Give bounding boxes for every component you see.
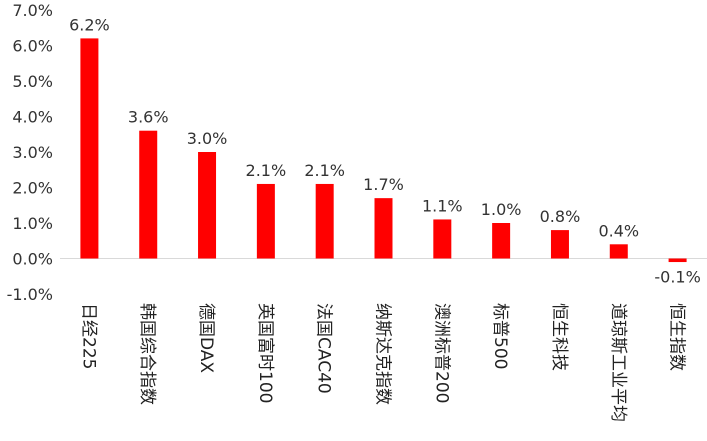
- y-tick-label: 3.0%: [12, 143, 53, 162]
- bar: [609, 244, 628, 259]
- bar-value-label: 1.1%: [422, 196, 463, 215]
- category-label: 德国DAX: [196, 303, 216, 373]
- bar-value-label: 2.1%: [246, 161, 287, 180]
- category-label: 法国CAC40: [314, 303, 334, 394]
- x-axis-category-labels: 日经225 韩国综合指数 德国DAX 英国富时100 法国CAC40 纳斯达克指数 澳洲标普…: [78, 303, 686, 422]
- bar-value-label: 6.2%: [69, 15, 110, 34]
- category-label: 标普500: [490, 303, 510, 369]
- bar-value-label: 1.7%: [363, 175, 404, 194]
- bar: [433, 219, 452, 259]
- y-axis-ticks: -1.0% 0.0% 1.0% 2.0% 3.0% 4.0% 5.0% 6.0% 7.0%: [7, 1, 53, 304]
- bar-value-label: 2.1%: [304, 161, 345, 180]
- category-label: 恒生科技: [549, 303, 569, 371]
- y-tick-label: 4.0%: [12, 108, 53, 127]
- bar: [374, 198, 393, 259]
- bar-value-label: 3.6%: [128, 108, 169, 127]
- bar-value-label: 3.0%: [187, 129, 228, 148]
- bar-series: [80, 38, 687, 263]
- bar: [315, 183, 334, 259]
- bar-value-label: 0.8%: [540, 207, 581, 226]
- y-tick-label: -1.0%: [7, 285, 53, 304]
- bar-value-label: -0.1%: [654, 268, 700, 287]
- bar: [256, 183, 275, 259]
- category-label: 道琼斯工业平均: [608, 303, 628, 422]
- bar: [492, 223, 511, 259]
- category-label: 韩国综合指数: [137, 303, 157, 405]
- category-label: 英国富时100: [255, 303, 275, 403]
- category-label: 日经225: [78, 303, 98, 369]
- category-label: 澳洲标普200: [431, 303, 451, 403]
- bar-value-label: 0.4%: [598, 221, 639, 240]
- bar: [80, 38, 99, 259]
- bar-value-label: 1.0%: [481, 200, 522, 219]
- bar: [139, 130, 158, 259]
- y-tick-label: 2.0%: [12, 179, 53, 198]
- y-tick-label: 1.0%: [12, 214, 53, 233]
- y-tick-label: 0.0%: [12, 250, 53, 269]
- bar: [198, 152, 217, 259]
- y-tick-label: 6.0%: [12, 37, 53, 56]
- y-tick-label: 7.0%: [12, 1, 53, 20]
- bar: [550, 230, 569, 259]
- category-label: 纳斯达克指数: [373, 303, 393, 405]
- category-label: 恒生指数: [667, 303, 687, 371]
- data-labels: 6.2% 3.6% 3.0% 2.1% 2.1% 1.7% 1.1% 1.0% 0.8% 0.4%…: [69, 15, 701, 286]
- bar: [668, 258, 687, 263]
- y-tick-label: 5.0%: [12, 72, 53, 91]
